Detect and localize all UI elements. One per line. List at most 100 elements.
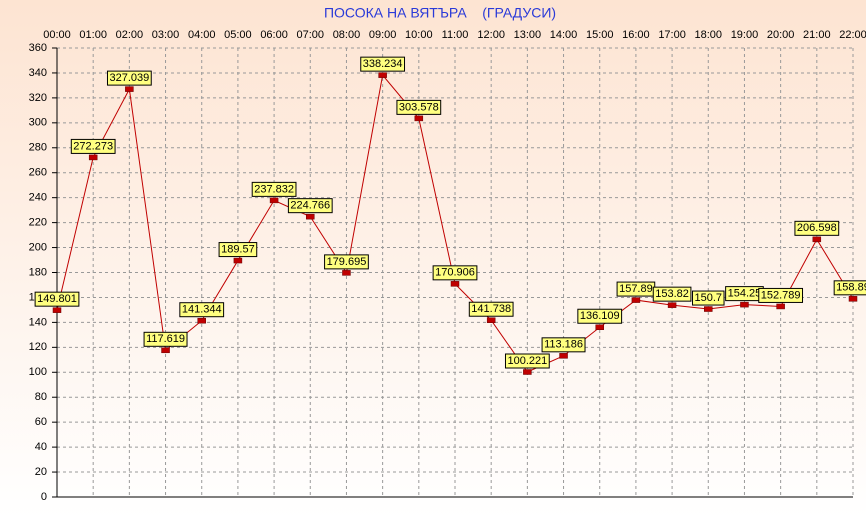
data-label: 170.906 — [435, 267, 475, 279]
data-label-box — [794, 220, 840, 236]
data-label-box — [324, 254, 369, 270]
y-tick-label: 360 — [29, 42, 47, 54]
data-label-box — [541, 337, 586, 353]
data-label-group: 158.89 — [833, 280, 866, 296]
data-label-box — [218, 242, 258, 258]
x-tick-label: 16:00 — [622, 29, 650, 41]
data-label-group: 272.273 — [70, 138, 116, 154]
data-label-group: 303.578 — [396, 99, 442, 115]
x-tick-label: 02:00 — [116, 29, 144, 41]
data-label: 338.234 — [363, 58, 403, 70]
point-marker — [378, 72, 387, 78]
x-tick-label: 17:00 — [658, 29, 686, 41]
point-marker — [125, 86, 134, 92]
data-label: 100.221 — [507, 355, 547, 367]
data-label-group: 154.25 — [725, 286, 764, 302]
data-label: 117.619 — [146, 333, 185, 345]
data-label-group: 170.906 — [432, 265, 478, 281]
data-label: 179.695 — [327, 256, 367, 268]
x-tick-label: 00:00 — [43, 29, 71, 41]
point-marker — [233, 257, 243, 264]
x-tick-label: 21:00 — [803, 29, 831, 41]
data-label-group: 157.89 — [616, 281, 656, 297]
y-tick-label: 120 — [29, 341, 47, 353]
y-tick-label: 220 — [29, 217, 47, 229]
x-tick-label: 11:00 — [442, 29, 469, 41]
data-label: 189.57 — [221, 243, 255, 255]
y-tick-label: 280 — [29, 142, 47, 154]
data-label-group: 237.832 — [251, 181, 297, 197]
data-label: 136.109 — [580, 310, 620, 322]
data-label: 152.789 — [761, 289, 801, 301]
y-tick-label: 20 — [35, 466, 47, 478]
data-label-group: 150.7 — [692, 290, 725, 306]
data-label-group: 153.82 — [652, 286, 692, 302]
data-label: 206.598 — [797, 222, 837, 234]
data-label: 237.832 — [254, 183, 294, 195]
x-tick-label: 22:00 — [839, 29, 866, 41]
x-tick-label: 05:00 — [224, 29, 252, 41]
y-tick-label: 260 — [29, 167, 47, 179]
data-label-group: 179.695 — [324, 254, 369, 270]
data-label: 113.186 — [544, 339, 583, 351]
point-marker — [88, 154, 98, 161]
y-tick-label: 320 — [29, 92, 47, 104]
data-label: 141.738 — [471, 303, 511, 315]
y-tick-label: 140 — [29, 316, 47, 328]
x-tick-label: 14:00 — [550, 29, 578, 41]
point-marker — [812, 236, 822, 243]
point-marker — [595, 324, 604, 330]
data-label-group: 113.186 — [541, 337, 586, 353]
point-marker — [486, 317, 496, 323]
y-tick-label: 40 — [35, 441, 47, 453]
y-tick-label: 240 — [29, 192, 47, 204]
x-tick-label: 07:00 — [297, 29, 325, 41]
data-label: 150.7 — [695, 292, 723, 304]
point-marker — [704, 306, 713, 312]
x-tick-label: 03:00 — [152, 29, 180, 41]
y-tick-label: 340 — [29, 67, 47, 79]
x-tick-label: 20:00 — [767, 29, 795, 41]
data-label-box — [432, 265, 478, 281]
data-label-group: 189.57 — [218, 242, 258, 258]
data-label-box — [251, 181, 297, 197]
x-tick-label: 10:00 — [405, 29, 433, 41]
data-label: 303.578 — [399, 101, 439, 113]
data-label-box — [396, 99, 442, 115]
data-label-box — [652, 286, 692, 302]
x-tick-label: 15:00 — [586, 29, 614, 41]
point-marker — [306, 213, 315, 220]
data-label-group: 136.109 — [577, 308, 623, 324]
data-label: 157.89 — [619, 283, 653, 295]
x-tick-label: 18:00 — [695, 29, 723, 41]
data-label-box — [504, 353, 550, 369]
point-marker — [197, 317, 206, 324]
data-label-box — [143, 331, 188, 347]
data-label-group: 152.789 — [758, 287, 804, 303]
data-label-box — [360, 56, 406, 72]
point-marker — [450, 281, 460, 287]
data-label-box — [70, 138, 116, 154]
point-marker — [523, 369, 532, 375]
point-marker — [559, 353, 568, 359]
x-tick-label: 12:00 — [477, 29, 505, 41]
data-label-box — [833, 280, 866, 296]
data-label-group: 100.221 — [504, 353, 550, 369]
point-marker — [52, 307, 62, 313]
data-label-box — [468, 301, 514, 317]
x-tick-label: 01:00 — [79, 29, 107, 41]
data-label-group: 149.801 — [34, 291, 80, 307]
data-label: 327.039 — [109, 72, 149, 84]
data-label-group: 141.738 — [468, 301, 514, 317]
data-label-group: 224.766 — [287, 198, 333, 214]
data-label-box — [34, 291, 80, 307]
y-tick-label: 200 — [29, 241, 47, 253]
x-tick-label: 08:00 — [333, 29, 361, 41]
data-label-group: 206.598 — [794, 220, 840, 236]
x-tick-label: 19:00 — [731, 29, 759, 41]
point-marker — [414, 115, 424, 122]
y-tick-label: 100 — [29, 366, 47, 378]
y-tick-label: 0 — [41, 491, 47, 503]
data-label-box — [287, 198, 333, 214]
